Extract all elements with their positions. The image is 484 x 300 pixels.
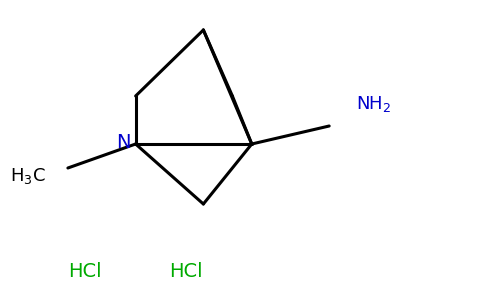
Text: HCl: HCl [68,262,102,281]
Text: HCl: HCl [169,262,203,281]
Text: NH$_2$: NH$_2$ [356,94,391,113]
Text: H$_3$C: H$_3$C [10,166,46,185]
Text: N: N [116,133,131,152]
